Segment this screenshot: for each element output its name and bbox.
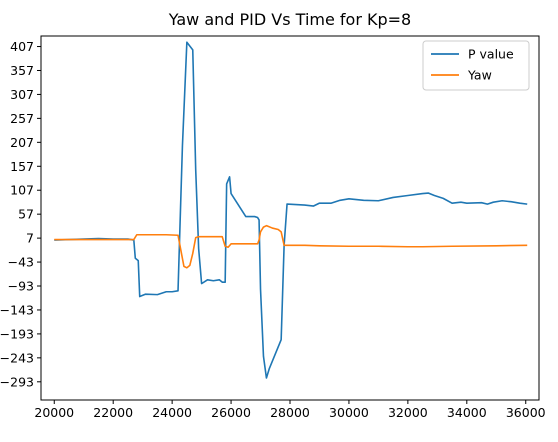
y-tick-label: −243 [0, 350, 34, 365]
y-tick-label: 207 [10, 135, 34, 150]
y-tick-label: 157 [10, 159, 34, 174]
x-tick-label: 20000 [34, 405, 74, 420]
x-tick-label: 30000 [329, 405, 369, 420]
y-tick-label: 257 [10, 111, 34, 126]
y-tick-label: 57 [18, 207, 34, 222]
x-tick-label: 28000 [270, 405, 310, 420]
x-axis: 20000 22000 24000 26000 28000 30000 32000 34000… [34, 400, 546, 420]
chart-title: Yaw and PID Vs Time for Kp=8 [168, 10, 411, 29]
x-tick-label: 32000 [388, 405, 428, 420]
plot-area [40, 35, 540, 401]
y-tick-label: −293 [0, 374, 34, 389]
y-axis: 407 357 307 257 207 157 107 57 7 −43 −93 −143 −193 −2… [0, 39, 41, 389]
x-tick-label: 34000 [447, 405, 487, 420]
y-tick-label: −43 [8, 255, 34, 270]
y-tick-label: −93 [8, 279, 34, 294]
y-tick-label: 107 [10, 183, 34, 198]
x-tick-label: 36000 [506, 405, 546, 420]
x-tick-label: 24000 [152, 405, 192, 420]
y-tick-label: 407 [10, 39, 34, 54]
y-tick-label: 307 [10, 87, 34, 102]
series-line-yaw [54, 224, 528, 269]
x-tick-label: 22000 [93, 405, 133, 420]
y-tick-label: 7 [26, 231, 34, 246]
series-line-p-value [54, 41, 528, 379]
legend-label: P value [468, 47, 514, 62]
y-tick-label: −193 [0, 326, 34, 341]
y-tick-label: 357 [10, 63, 34, 78]
axes-frame [40, 35, 540, 401]
legend: P value Yaw [422, 40, 530, 91]
x-tick-label: 26000 [211, 405, 251, 420]
legend-label: Yaw [467, 68, 492, 83]
y-tick-label: −143 [0, 302, 34, 317]
